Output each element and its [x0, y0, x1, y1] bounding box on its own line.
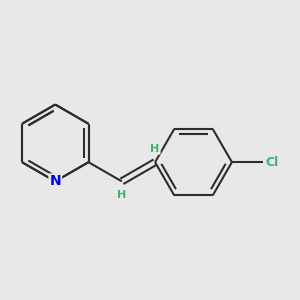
- Text: H: H: [150, 144, 160, 154]
- Text: Cl: Cl: [266, 156, 279, 169]
- Text: H: H: [117, 190, 126, 200]
- Text: N: N: [50, 174, 61, 188]
